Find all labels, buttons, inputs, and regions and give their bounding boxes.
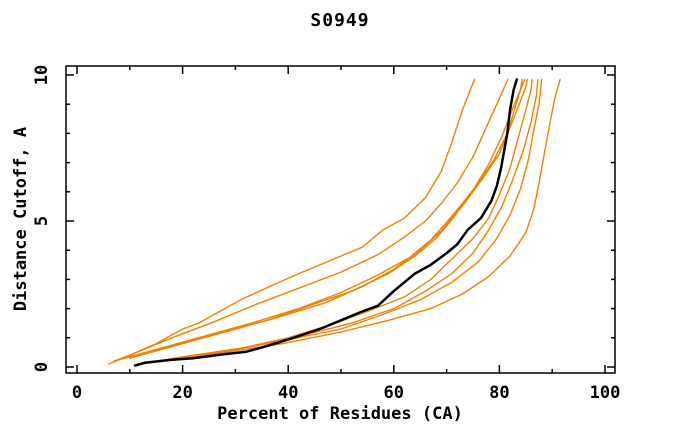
x-tick-label: 20: [172, 383, 192, 403]
y-axis-label: Distance Cutoff, A: [11, 126, 31, 312]
x-tick-label: 0: [72, 383, 82, 403]
prediction-curve: [123, 78, 529, 359]
prediction-curve: [129, 78, 526, 359]
x-tick-label: 40: [278, 383, 298, 403]
x-tick-label: 60: [384, 383, 404, 403]
y-tick-label: 10: [32, 65, 52, 85]
prediction-curve: [150, 78, 561, 364]
x-tick-label: 100: [590, 383, 621, 403]
y-tick-label: 0: [32, 362, 52, 372]
y-tick-label: 5: [32, 216, 52, 226]
x-axis-label: Percent of Residues (CA): [217, 404, 463, 424]
x-tick-label: 80: [489, 383, 509, 403]
reference-curve: [133, 78, 519, 367]
prediction-curve: [144, 78, 539, 365]
prediction-curve: [113, 78, 509, 362]
chart-title: S0949: [310, 10, 370, 31]
prediction-curve: [107, 78, 476, 365]
prediction-curve: [118, 78, 523, 361]
prediction-curve: [155, 78, 543, 362]
